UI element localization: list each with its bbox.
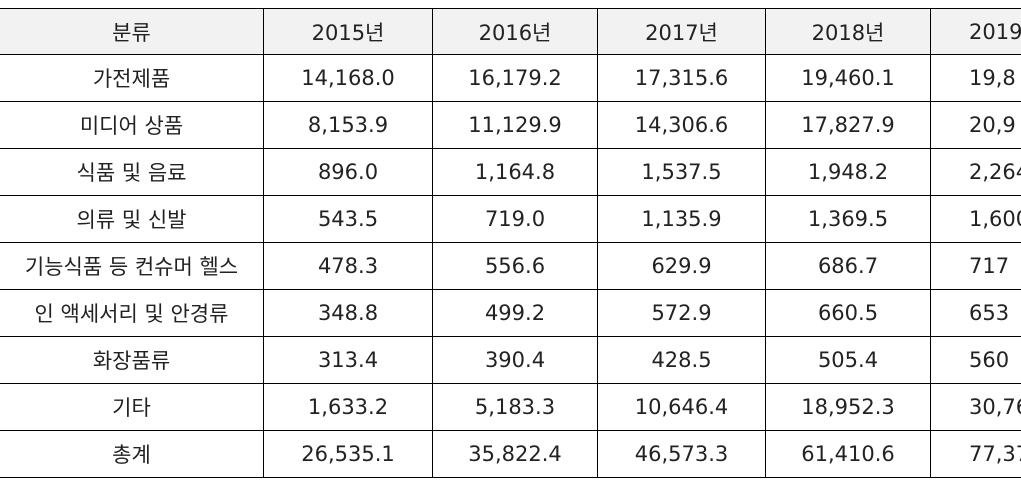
header-row: 분류 2015년 2016년 2017년 2018년 2019 [0,8,1021,55]
value-cell: 560 [930,336,1021,384]
header-cell: 2016년 [432,8,598,55]
table-wrap: 분류 2015년 2016년 2017년 2018년 2019 가전제품 14,168.0 1… [0,8,1021,478]
value-cell: 10,646.4 [597,383,766,431]
table-row: 인 액세서리 및 안경류 348.8 499.2 572.9 660.5 653 [0,289,1021,337]
value-cell: 428.5 [597,336,766,384]
value-cell: 1,369.5 [765,195,931,243]
value-cell: 8,153.9 [263,101,433,149]
category-cell: 총계 [0,430,264,478]
data-table: 분류 2015년 2016년 2017년 2018년 2019 가전제품 14,168.0 1… [0,8,1021,478]
value-cell: 19,8 [930,54,1021,102]
table-row: 미디어 상품 8,153.9 11,129.9 14,306.6 17,827.9 20,… [0,101,1021,149]
table-row: 가전제품 14,168.0 16,179.2 17,315.6 19,460.1 19,8 [0,54,1021,102]
category-cell: 기능식품 등 컨슈머 헬스 [0,242,264,290]
table-body: 가전제품 14,168.0 16,179.2 17,315.6 19,460.1 19,8… [0,54,1021,478]
category-cell: 가전제품 [0,54,264,102]
value-cell: 719.0 [432,195,598,243]
value-cell: 499.2 [432,289,598,337]
table-row: 기타1,633.25,183.310,646.418,952.330,769 [0,383,1021,431]
category-cell: 식품 및 음료 [0,148,264,196]
value-cell: 572.9 [597,289,766,337]
table-row: 기능식품 등 컨슈머 헬스 478.3 556.6 629.9 686.7 717 [0,242,1021,290]
value-cell: 896.0 [263,148,433,196]
value-cell: 629.9 [597,242,766,290]
header-cell: 2018년 [765,8,931,55]
value-cell: 35,822.4 [432,430,598,478]
value-cell: 1,135.9 [597,195,766,243]
category-cell: 화장품류 [0,336,264,384]
value-cell: 30,769 [930,383,1021,431]
value-cell: 18,952.3 [765,383,931,431]
value-cell: 390.4 [432,336,598,384]
category-cell: 인 액세서리 및 안경류 [0,289,264,337]
value-cell: 313.4 [263,336,433,384]
value-cell: 660.5 [765,289,931,337]
value-cell: 5,183.3 [432,383,598,431]
value-cell: 26,535.1 [263,430,433,478]
value-cell: 77,37 [930,430,1021,478]
value-cell: 478.3 [263,242,433,290]
table-row: 화장품류 313.4 390.4 428.5 505.4 560 [0,336,1021,384]
value-cell: 17,827.9 [765,101,931,149]
value-cell: 14,306.6 [597,101,766,149]
category-cell: 의류 및 신발 [0,195,264,243]
value-cell: 1,948.2 [765,148,931,196]
value-cell: 1,537.5 [597,148,766,196]
value-cell: 653 [930,289,1021,337]
header-cell: 2017년 [597,8,766,55]
value-cell: 717 [930,242,1021,290]
header-cell: 2019 [930,8,1021,55]
value-cell: 1,600 [930,195,1021,243]
value-cell: 16,179.2 [432,54,598,102]
value-cell: 686.7 [765,242,931,290]
category-cell: 미디어 상품 [0,101,264,149]
value-cell: 46,573.3 [597,430,766,478]
header-cell: 2015년 [263,8,433,55]
header-cell: 분류 [0,8,264,55]
value-cell: 2,264 [930,148,1021,196]
value-cell: 61,410.6 [765,430,931,478]
value-cell: 14,168.0 [263,54,433,102]
value-cell: 556.6 [432,242,598,290]
value-cell: 1,633.2 [263,383,433,431]
value-cell: 348.8 [263,289,433,337]
category-cell: 기타 [0,383,264,431]
value-cell: 505.4 [765,336,931,384]
value-cell: 20,9 [930,101,1021,149]
value-cell: 19,460.1 [765,54,931,102]
value-cell: 17,315.6 [597,54,766,102]
value-cell: 1,164.8 [432,148,598,196]
value-cell: 11,129.9 [432,101,598,149]
value-cell: 543.5 [263,195,433,243]
